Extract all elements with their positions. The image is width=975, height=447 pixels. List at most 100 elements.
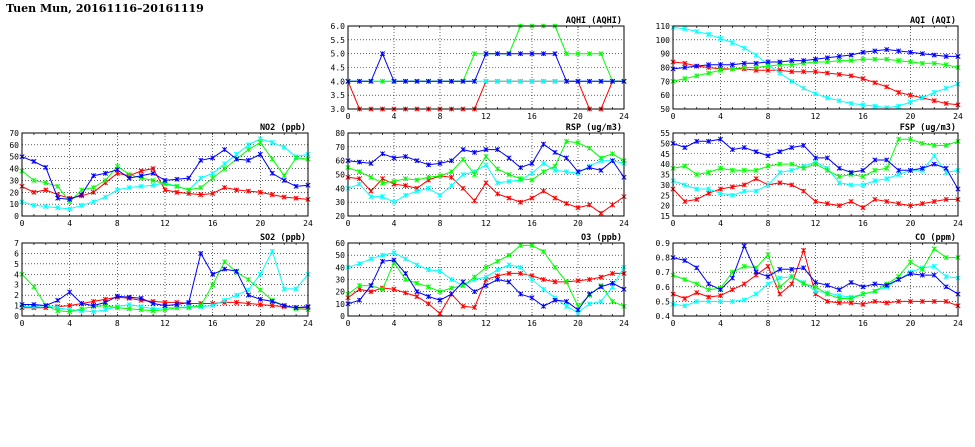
data-point xyxy=(437,289,443,295)
data-point xyxy=(102,194,108,200)
data-point xyxy=(552,195,558,201)
series-19 xyxy=(345,51,627,84)
data-point xyxy=(836,98,842,104)
data-point xyxy=(907,92,914,98)
data-point xyxy=(198,303,204,309)
data-point xyxy=(506,270,512,276)
data-point xyxy=(824,155,830,161)
data-point xyxy=(729,40,735,46)
data-point xyxy=(753,269,759,275)
data-point xyxy=(162,303,168,309)
data-point xyxy=(884,176,890,182)
x-tick-label: 16 xyxy=(527,112,537,121)
data-point xyxy=(517,165,524,171)
data-point xyxy=(174,301,180,308)
chart-title: O3 (ppb) xyxy=(581,233,622,243)
data-point xyxy=(506,195,512,201)
data-point xyxy=(257,287,263,293)
data-point xyxy=(563,78,570,84)
y-tick-label: 3.5 xyxy=(331,91,346,100)
data-point xyxy=(777,291,783,297)
data-point xyxy=(448,285,455,291)
x-tick-label: 0 xyxy=(671,219,676,228)
y-tick-label: 90 xyxy=(660,50,670,59)
data-point xyxy=(281,303,287,309)
data-point xyxy=(529,242,535,248)
data-point xyxy=(777,180,783,186)
x-tick-label: 16 xyxy=(527,219,537,228)
series-17 xyxy=(670,24,961,111)
data-point xyxy=(789,62,795,68)
y-tick-label: 30 xyxy=(9,176,19,185)
data-point xyxy=(694,63,700,69)
data-point xyxy=(848,295,854,302)
data-point xyxy=(79,300,85,307)
plot-frame xyxy=(21,242,309,317)
data-point xyxy=(43,203,49,210)
data-point xyxy=(789,274,795,280)
data-point xyxy=(931,161,937,167)
data-point xyxy=(706,190,712,196)
y-tick-label: 4 xyxy=(14,270,19,279)
data-point xyxy=(245,142,251,148)
data-point xyxy=(506,171,512,178)
data-point xyxy=(198,184,204,191)
y-tick-label: 30 xyxy=(335,276,345,285)
data-point xyxy=(777,266,783,272)
data-point xyxy=(789,281,795,287)
series-19 xyxy=(670,46,961,72)
y-tick-label: 30 xyxy=(660,181,670,190)
y-tick-label: 40 xyxy=(9,165,19,174)
data-point xyxy=(931,298,937,304)
y-tick-label: 50 xyxy=(660,105,670,114)
x-tick-label: 0 xyxy=(346,319,351,328)
data-point xyxy=(90,184,97,191)
data-point xyxy=(448,174,455,180)
data-point xyxy=(753,60,759,66)
data-point xyxy=(210,282,216,288)
data-point xyxy=(460,185,466,191)
data-point xyxy=(437,78,443,84)
data-point xyxy=(460,279,466,285)
data-point xyxy=(598,274,604,280)
data-point xyxy=(586,291,593,297)
data-point xyxy=(694,28,700,35)
data-point xyxy=(402,270,409,276)
data-point xyxy=(907,259,914,265)
data-point xyxy=(896,298,902,304)
data-point xyxy=(848,279,854,285)
data-point xyxy=(150,308,156,314)
y-tick-label: 30 xyxy=(335,198,345,207)
y-tick-label: 50 xyxy=(335,251,345,260)
data-point xyxy=(43,303,49,309)
data-point xyxy=(483,180,489,186)
y-tick-label: 40 xyxy=(660,160,670,169)
data-point xyxy=(506,262,512,268)
data-point xyxy=(402,276,409,283)
chart-title: FSP (ug/m3) xyxy=(900,123,956,133)
y-tick-label: 60 xyxy=(335,157,345,166)
data-point xyxy=(102,177,108,183)
data-point xyxy=(540,303,547,309)
data-point xyxy=(506,252,512,258)
data-point xyxy=(943,53,949,59)
data-point xyxy=(79,306,85,312)
data-point xyxy=(269,303,275,309)
data-point xyxy=(860,284,866,290)
series-18 xyxy=(670,56,961,84)
y-tick-label: 40 xyxy=(335,263,345,272)
data-point xyxy=(174,176,180,182)
data-point xyxy=(517,242,524,248)
data-point xyxy=(55,308,61,314)
data-point xyxy=(706,62,712,68)
x-tick-label: 8 xyxy=(438,319,443,328)
x-tick-label: 24 xyxy=(303,219,313,228)
plot-frame xyxy=(347,132,625,217)
data-point xyxy=(222,297,228,303)
data-point xyxy=(437,192,443,198)
data-point xyxy=(765,281,771,287)
data-point xyxy=(801,142,807,149)
data-point xyxy=(540,51,547,57)
data-point xyxy=(186,305,192,311)
data-point xyxy=(706,186,712,192)
